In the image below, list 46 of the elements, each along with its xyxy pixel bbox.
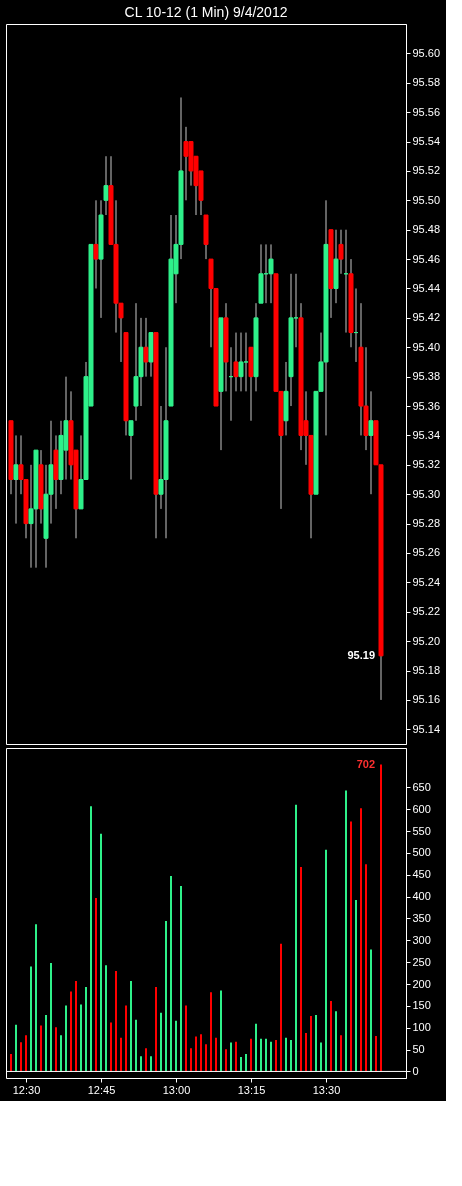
y-tick-label: 600: [412, 802, 431, 815]
x-tick-label: 12:45: [87, 1083, 116, 1096]
y-tick-label: 95.22: [412, 605, 441, 618]
x-tick-label: 12:30: [12, 1083, 41, 1096]
y-tick-label: 200: [412, 977, 431, 990]
chart-title: CL 10-12 (1 Min) 9/4/2012: [124, 4, 288, 20]
annotation: 95.19: [347, 648, 375, 661]
y-tick-label: 95.46: [412, 252, 441, 265]
y-tick-label: 550: [412, 824, 431, 837]
y-tick-label: 95.54: [412, 135, 441, 148]
y-tick-label: 95.44: [412, 281, 441, 294]
y-tick-label: 95.20: [412, 634, 441, 647]
y-tick-label: 95.42: [412, 311, 441, 324]
y-tick-label: 95.14: [412, 722, 441, 735]
y-tick-label: 100: [412, 1021, 431, 1034]
annotation: 702: [356, 757, 375, 770]
y-tick-label: 95.18: [412, 664, 441, 677]
y-tick-label: 95.28: [412, 517, 441, 530]
y-tick-label: 150: [412, 999, 431, 1012]
y-tick-label: 95.30: [412, 487, 441, 500]
y-tick-label: 95.16: [412, 693, 441, 706]
y-tick-label: 95.58: [412, 76, 441, 89]
x-tick-label: 13:30: [312, 1083, 341, 1096]
y-tick-label: 95.24: [412, 575, 441, 588]
y-tick-label: 95.50: [412, 193, 441, 206]
y-tick-label: 95.26: [412, 546, 441, 559]
y-tick-label: 400: [412, 890, 431, 903]
y-tick-label: 350: [412, 911, 431, 924]
y-tick-label: 250: [412, 955, 431, 968]
y-tick-label: 95.56: [412, 105, 441, 118]
y-tick-label: 300: [412, 933, 431, 946]
x-tick-label: 13:15: [237, 1083, 266, 1096]
y-tick-label: 95.40: [412, 340, 441, 353]
y-tick-label: 95.38: [412, 370, 441, 383]
y-tick-label: 95.36: [412, 399, 441, 412]
y-tick-label: 95.48: [412, 223, 441, 236]
y-tick-label: 95.52: [412, 164, 441, 177]
y-tick-label: 50: [412, 1043, 425, 1056]
x-tick-label: 13:00: [162, 1083, 191, 1096]
y-tick-label: 650: [412, 780, 431, 793]
y-tick-label: 450: [412, 868, 431, 881]
y-tick-label: 95.60: [412, 46, 441, 59]
y-tick-label: 95.32: [412, 458, 441, 471]
y-tick-label: 0: [412, 1064, 419, 1077]
y-tick-label: 95.34: [412, 428, 441, 441]
y-tick-label: 500: [412, 846, 431, 859]
